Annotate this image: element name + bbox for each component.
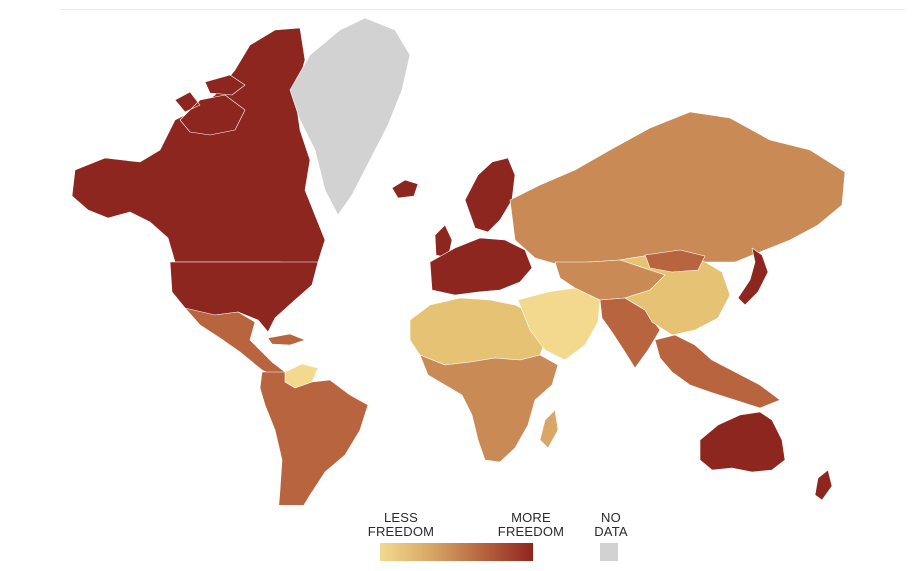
region-australia[interactable] xyxy=(699,411,786,473)
region-southeast-asia[interactable] xyxy=(654,334,781,409)
region-canada[interactable] xyxy=(71,27,326,266)
region-japan[interactable] xyxy=(737,247,769,306)
region-iceland[interactable] xyxy=(391,179,419,199)
legend-no-data-label: NO DATA xyxy=(594,510,628,539)
legend-less-freedom-label: LESS FREEDOM xyxy=(367,510,435,539)
region-greenland[interactable] xyxy=(289,17,411,216)
legend-more-freedom-label: MORE FREEDOM xyxy=(497,510,565,539)
region-sub-saharan-africa[interactable] xyxy=(419,354,559,463)
region-russia[interactable] xyxy=(509,111,846,266)
top-divider xyxy=(60,9,905,10)
legend-gradient-bar xyxy=(380,543,533,561)
region-scandinavia[interactable] xyxy=(464,157,516,233)
region-madagascar[interactable] xyxy=(539,409,559,449)
region-caribbean[interactable] xyxy=(267,333,306,346)
region-south-america[interactable] xyxy=(259,371,369,505)
region-arctic-islands[interactable] xyxy=(174,74,246,136)
region-mexico[interactable] xyxy=(184,307,286,379)
region-uk[interactable] xyxy=(434,224,453,259)
world-map xyxy=(71,17,846,505)
region-middle-east[interactable] xyxy=(517,287,601,361)
region-mongolia[interactable] xyxy=(644,249,706,273)
region-western-europe[interactable] xyxy=(429,237,533,296)
legend-no-data-swatch xyxy=(600,543,618,561)
region-new-zealand[interactable] xyxy=(814,469,833,501)
